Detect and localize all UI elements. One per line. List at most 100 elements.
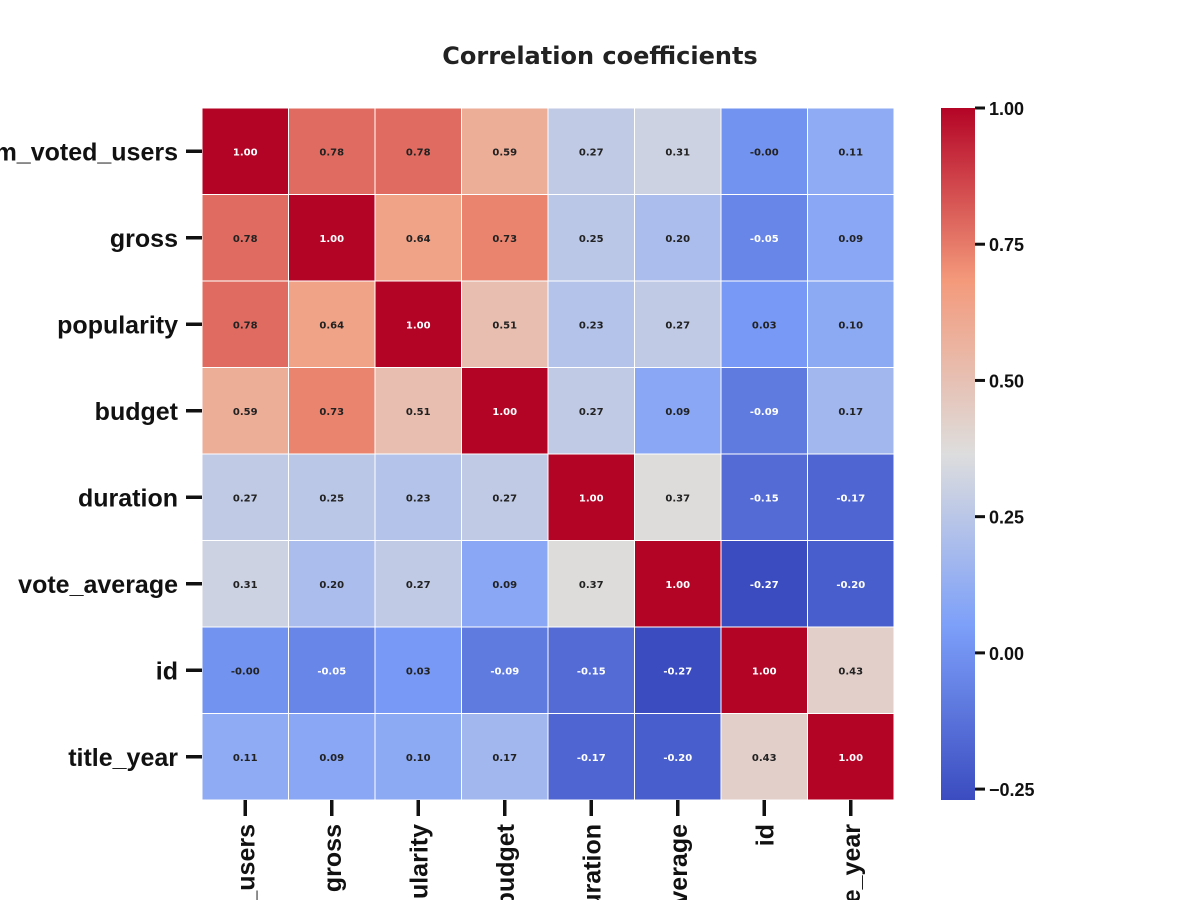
heatmap-cell	[461, 367, 549, 455]
colorbar-tick-label: 1.00	[989, 99, 1024, 119]
cell-value-label: 0.10	[838, 320, 863, 331]
cell-value-label: -0.17	[836, 493, 865, 504]
heatmap-cell	[634, 453, 722, 541]
cell-value-label: 0.03	[752, 320, 777, 331]
cell-value-label: 0.25	[579, 234, 604, 245]
y-tick-label: budget	[95, 398, 179, 426]
cell-value-label: -0.15	[750, 493, 779, 504]
cell-value-label: 0.78	[233, 234, 258, 245]
cell-value-label: 0.03	[406, 666, 431, 677]
cell-value-label: 0.73	[319, 407, 344, 418]
y-tick-label: duration	[78, 484, 178, 512]
heatmap-cell	[720, 280, 808, 368]
cell-value-label: 1.00	[233, 147, 258, 158]
cell-value-label: 0.73	[492, 234, 517, 245]
heatmap-cell	[374, 453, 462, 541]
cell-value-label: 0.43	[838, 666, 863, 677]
x-tick-label: duration	[578, 824, 606, 900]
cell-value-label: -0.20	[836, 580, 865, 591]
y-tick-label: popularity	[57, 311, 178, 339]
cell-value-label: 0.37	[579, 580, 604, 591]
heatmap-cell	[461, 107, 549, 195]
heatmap-cell	[720, 453, 808, 541]
cell-value-label: 0.78	[233, 320, 258, 331]
heatmap-cell	[547, 367, 635, 455]
heatmap-cell	[547, 713, 635, 801]
heatmap-cell	[374, 107, 462, 195]
cell-value-label: 1.00	[752, 666, 777, 677]
chart-title: Correlation coefficients	[442, 42, 757, 70]
heatmap-cell	[807, 626, 895, 714]
cell-value-label: 1.00	[319, 234, 344, 245]
y-tick-label: id	[156, 657, 178, 685]
cell-value-label: 0.27	[406, 580, 431, 591]
cell-value-label: 0.31	[233, 580, 258, 591]
x-tick-label: budget	[492, 823, 520, 900]
cell-value-label: 0.64	[319, 320, 344, 331]
cell-value-label: 0.11	[233, 753, 258, 764]
heatmap-cell	[634, 194, 722, 282]
cell-value-label: 0.59	[233, 407, 258, 418]
cell-value-label: -0.05	[317, 666, 346, 677]
heatmap-cell	[634, 626, 722, 714]
colorbar-tick-label: 0.00	[989, 644, 1024, 664]
colorbar: −0.25 0.00 0.25 0.50 0.75 1.00	[941, 99, 1035, 800]
cell-value-label: -0.05	[750, 234, 779, 245]
colorbar-tick-label: −0.25	[989, 780, 1035, 800]
x-tick-label: title_year	[838, 824, 866, 900]
heatmap-cell	[288, 194, 376, 282]
cell-value-label: 0.20	[665, 234, 690, 245]
colorbar-tick-label: 0.50	[989, 371, 1024, 391]
heatmap-cell	[547, 540, 635, 628]
heatmap-cell	[807, 107, 895, 195]
heatmap-cell	[720, 194, 808, 282]
heatmap-cell	[547, 626, 635, 714]
cell-value-label: 1.00	[406, 320, 431, 331]
heatmap-cell	[201, 280, 289, 368]
heatmap-cell	[720, 626, 808, 714]
cell-value-label: 0.10	[406, 753, 431, 764]
cell-value-label: 0.27	[665, 320, 690, 331]
y-tick-label: gross	[110, 225, 178, 253]
cell-value-label: 0.17	[492, 753, 517, 764]
cell-value-label: 0.37	[665, 493, 690, 504]
cell-value-label: 0.27	[579, 407, 604, 418]
x-tick-label: gross	[319, 824, 347, 892]
cell-value-label: -0.09	[490, 666, 519, 677]
cell-value-label: 0.17	[838, 407, 863, 418]
cell-value-label: 0.09	[492, 580, 517, 591]
heatmap-cell	[374, 367, 462, 455]
cell-value-label: 0.09	[838, 234, 863, 245]
x-tick-label: popularity	[405, 824, 433, 900]
cell-value-label: -0.09	[750, 407, 779, 418]
cell-value-label: 0.78	[319, 147, 344, 158]
heatmap-cell	[288, 540, 376, 628]
x-axis-labels: num_voted_users gross popularity budget dura…	[232, 800, 866, 900]
cell-value-label: 1.00	[492, 407, 517, 418]
heatmap-cell	[720, 367, 808, 455]
cell-value-label: 0.64	[406, 234, 431, 245]
cell-value-label: -0.00	[231, 666, 260, 677]
heatmap-cell	[807, 453, 895, 541]
cell-value-label: 0.31	[665, 147, 690, 158]
heatmap-cell	[547, 107, 635, 195]
x-tick-label: num_voted_users	[232, 824, 260, 900]
heatmap-cell	[374, 280, 462, 368]
cell-value-label: 1.00	[579, 493, 604, 504]
y-tick-label: vote_average	[18, 571, 178, 599]
heatmap-cell	[461, 194, 549, 282]
colorbar-tick-label: 0.75	[989, 235, 1024, 255]
heatmap-cell	[288, 107, 376, 195]
heatmap-cell	[461, 280, 549, 368]
cell-value-label: 1.00	[665, 580, 690, 591]
x-tick-label: id	[751, 824, 779, 846]
cell-value-label: 1.00	[838, 753, 863, 764]
cell-value-label: 0.51	[406, 407, 431, 418]
heatmap-cell	[807, 194, 895, 282]
cell-value-label: 0.20	[319, 580, 344, 591]
cell-value-label: 0.23	[579, 320, 604, 331]
cell-value-label: -0.00	[750, 147, 779, 158]
heatmap-cell	[634, 107, 722, 195]
